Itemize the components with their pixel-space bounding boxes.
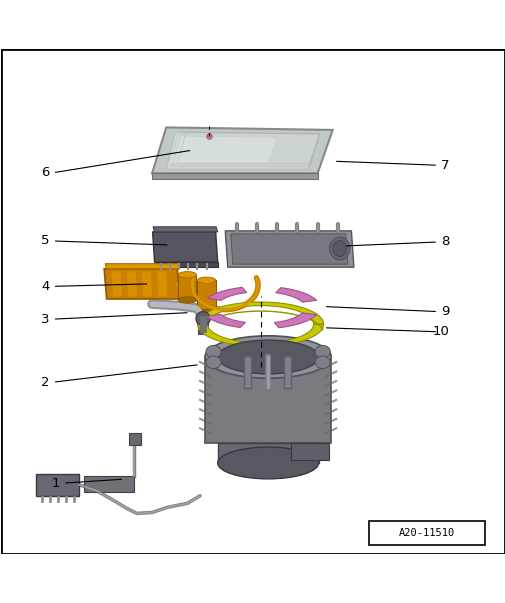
Polygon shape (169, 136, 277, 163)
Ellipse shape (315, 346, 330, 358)
Polygon shape (290, 443, 328, 461)
Polygon shape (207, 288, 246, 300)
Polygon shape (112, 271, 122, 297)
Polygon shape (274, 313, 316, 327)
Ellipse shape (329, 237, 349, 260)
FancyBboxPatch shape (368, 520, 484, 545)
Ellipse shape (205, 336, 331, 378)
Polygon shape (105, 264, 179, 269)
Text: 8: 8 (440, 235, 449, 248)
Ellipse shape (197, 309, 215, 316)
Polygon shape (129, 433, 141, 445)
Polygon shape (178, 275, 196, 300)
Ellipse shape (315, 356, 330, 368)
Polygon shape (217, 443, 318, 463)
Polygon shape (152, 173, 317, 179)
Ellipse shape (332, 241, 346, 257)
Polygon shape (197, 302, 323, 346)
Text: 5: 5 (41, 235, 49, 247)
Text: 6: 6 (41, 166, 49, 179)
Polygon shape (84, 476, 134, 492)
Ellipse shape (217, 340, 318, 374)
Polygon shape (104, 269, 179, 299)
Polygon shape (155, 262, 217, 267)
Text: A20-11510: A20-11510 (398, 528, 454, 538)
Ellipse shape (206, 346, 221, 358)
Polygon shape (36, 474, 79, 496)
Polygon shape (127, 271, 137, 297)
Ellipse shape (178, 271, 196, 278)
Ellipse shape (206, 356, 221, 368)
Ellipse shape (197, 277, 215, 283)
Polygon shape (197, 280, 215, 312)
Text: 9: 9 (440, 305, 449, 318)
Text: 4: 4 (41, 280, 49, 293)
Text: 10: 10 (432, 325, 449, 338)
Polygon shape (206, 314, 245, 327)
Text: 2: 2 (41, 376, 49, 389)
Polygon shape (152, 127, 332, 173)
Polygon shape (153, 227, 217, 232)
Polygon shape (166, 132, 319, 169)
Ellipse shape (217, 447, 318, 479)
Ellipse shape (178, 297, 196, 303)
Polygon shape (275, 288, 316, 302)
Polygon shape (157, 271, 167, 297)
Polygon shape (142, 271, 152, 297)
Polygon shape (153, 232, 217, 262)
Polygon shape (205, 357, 331, 443)
Text: 1: 1 (51, 476, 60, 490)
Ellipse shape (195, 312, 210, 326)
Text: 3: 3 (41, 313, 49, 326)
Text: 7: 7 (440, 159, 449, 172)
Polygon shape (225, 231, 353, 267)
Polygon shape (230, 234, 347, 264)
